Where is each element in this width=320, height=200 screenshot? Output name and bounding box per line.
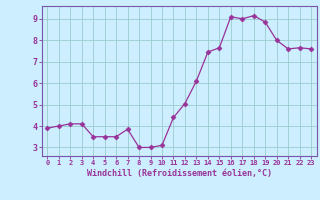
X-axis label: Windchill (Refroidissement éolien,°C): Windchill (Refroidissement éolien,°C) <box>87 169 272 178</box>
